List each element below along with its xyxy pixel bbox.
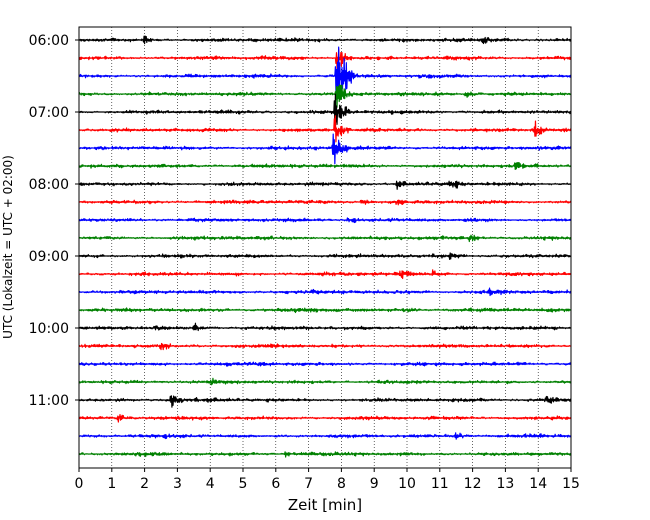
trace-09-00 xyxy=(79,252,571,260)
x-tick-label: 5 xyxy=(239,476,248,492)
trace-06-00 xyxy=(79,35,571,45)
trace-11-45 xyxy=(79,451,571,458)
trace-07-15 xyxy=(79,115,571,143)
trace-07-30 xyxy=(79,133,571,165)
y-tick-label: 09:00 xyxy=(29,249,69,265)
trace-07-00 xyxy=(79,93,571,125)
x-tick-label: 11 xyxy=(431,476,449,492)
seismogram-traces xyxy=(79,35,571,458)
x-tick-label: 12 xyxy=(464,476,482,492)
x-tick-label: 7 xyxy=(304,476,313,492)
y-tick-label: 07:00 xyxy=(29,105,69,121)
trace-06-45 xyxy=(79,84,571,108)
trace-07-45 xyxy=(79,161,571,171)
y-tick-label: 11:00 xyxy=(29,393,69,409)
y-tick-label: 08:00 xyxy=(29,177,69,193)
trace-10-30 xyxy=(79,361,571,367)
x-tick-label: 15 xyxy=(562,476,580,492)
x-tick-label: 10 xyxy=(398,476,416,492)
x-tick-label: 8 xyxy=(337,476,346,492)
trace-08-30 xyxy=(79,217,571,224)
trace-06-30 xyxy=(79,46,571,101)
plot-frame xyxy=(78,26,572,469)
x-tick-label: 3 xyxy=(173,476,182,492)
trace-10-15 xyxy=(79,342,571,351)
trace-11-15 xyxy=(79,414,571,423)
y-tick-label: 06:00 xyxy=(29,33,69,49)
trace-09-30 xyxy=(79,287,571,297)
x-tick-label: 1 xyxy=(107,476,116,492)
y-tick-label: 10:00 xyxy=(29,321,69,337)
x-tick-label: 9 xyxy=(370,476,379,492)
trace-11-00 xyxy=(79,395,571,408)
x-tick-label: 13 xyxy=(496,476,514,492)
x-tick-label: 4 xyxy=(206,476,215,492)
trace-08-00 xyxy=(79,180,571,190)
x-tick-label: 6 xyxy=(271,476,280,492)
trace-09-15 xyxy=(79,269,571,280)
x-axis-label: Zeit [min] xyxy=(288,496,362,514)
trace-10-45 xyxy=(79,377,571,386)
axes: 0 1 2 3 4 5 6 7 8 9 10 11 12 13 14 1506:0007:0008:0009:… xyxy=(29,33,580,492)
trace-10-00 xyxy=(79,322,571,332)
x-tick-label: 0 xyxy=(75,476,84,492)
trace-11-30 xyxy=(79,432,571,440)
trace-08-45 xyxy=(79,234,571,243)
trace-06-15 xyxy=(79,48,571,70)
y-axis-label: UTC (Lokalzeit = UTC + 02:00) xyxy=(1,155,15,339)
x-tick-label: 2 xyxy=(140,476,149,492)
x-tick-label: 14 xyxy=(529,476,547,492)
trace-09-45 xyxy=(79,307,571,314)
trace-08-15 xyxy=(79,199,571,206)
